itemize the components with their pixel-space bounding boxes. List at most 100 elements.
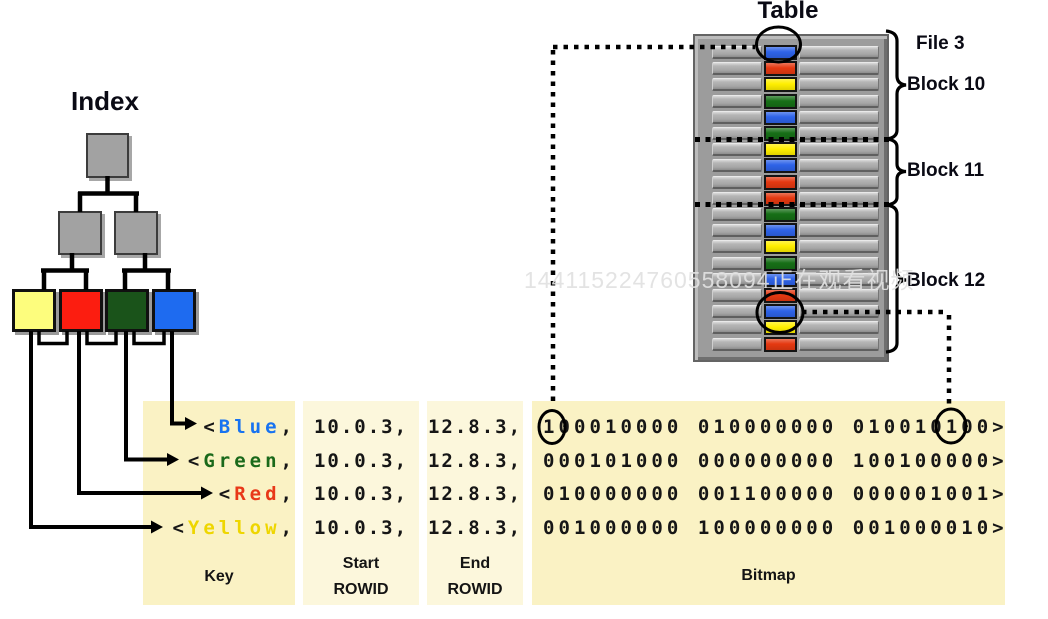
row-color-cell-yellow bbox=[764, 142, 797, 158]
row-left-segment bbox=[712, 127, 762, 140]
row-color-cell-green bbox=[764, 93, 797, 109]
row-color-cell-red bbox=[764, 61, 797, 77]
table-title: Table bbox=[757, 0, 819, 24]
bitmap-cell: 100010000 010000000 010010100> bbox=[543, 416, 1008, 438]
row-left-segment bbox=[712, 110, 762, 124]
row-color-cell-yellow bbox=[764, 77, 797, 93]
row-left-segment bbox=[712, 78, 762, 92]
row-color-cell-yellow bbox=[764, 239, 797, 255]
start-rowid-header-line1: Start bbox=[342, 555, 380, 572]
table-row bbox=[712, 142, 879, 158]
row-color-cell-green bbox=[764, 207, 797, 222]
row-left-segment bbox=[712, 337, 762, 351]
end-rowid-cell: 12.8.3, bbox=[427, 416, 523, 438]
key-cell-blue: <Blue, bbox=[140, 416, 296, 438]
video-watermark: 144115224760558094正在观看视频 bbox=[524, 267, 915, 293]
end-rowid-header-line1: End bbox=[459, 555, 491, 572]
start-rowid-header-line2: ROWID bbox=[333, 581, 389, 598]
file-label: File 3 bbox=[916, 33, 965, 54]
start-rowid-cell: 10.0.3, bbox=[313, 416, 409, 438]
row-color-cell-blue bbox=[764, 45, 797, 60]
table-row bbox=[712, 304, 879, 320]
index-branch-node-right bbox=[114, 211, 158, 255]
row-left-segment bbox=[712, 305, 762, 319]
row-right-segment bbox=[799, 46, 879, 59]
start-rowid-cell: 10.0.3, bbox=[313, 516, 409, 539]
key-prefix: < bbox=[203, 416, 219, 438]
table-row bbox=[712, 158, 879, 174]
row-left-segment bbox=[712, 191, 762, 205]
row-left-segment bbox=[712, 62, 762, 76]
brace-block-11 bbox=[885, 137, 907, 207]
row-right-segment bbox=[799, 78, 879, 92]
row-color-cell-red bbox=[764, 190, 797, 206]
row-color-cell-blue bbox=[764, 158, 797, 174]
start-rowid-column-panel bbox=[303, 401, 419, 605]
row-right-segment bbox=[799, 224, 879, 238]
row-color-cell-yellow bbox=[764, 320, 797, 336]
row-color-cell-green bbox=[764, 126, 797, 141]
row-right-segment bbox=[799, 208, 879, 221]
end-rowid-cell: 12.8.3, bbox=[427, 516, 523, 539]
row-right-segment bbox=[799, 62, 879, 76]
bitmap-column-panel bbox=[532, 401, 1005, 605]
row-right-segment bbox=[799, 191, 879, 205]
index-leaf-green bbox=[105, 289, 150, 332]
bitmap-cell: 000101000 000000000 100100000> bbox=[543, 449, 1008, 472]
table-row bbox=[712, 207, 879, 222]
key-prefix: < bbox=[172, 516, 188, 539]
table-row bbox=[712, 239, 879, 255]
row-right-segment bbox=[799, 127, 879, 140]
block-12-label: Block 12 bbox=[907, 270, 986, 291]
row-color-cell-red bbox=[764, 336, 797, 352]
table-row bbox=[712, 174, 879, 190]
row-left-segment bbox=[712, 175, 762, 189]
key-word: Red bbox=[234, 483, 281, 505]
row-left-segment bbox=[712, 321, 762, 335]
key-suffix: , bbox=[280, 483, 296, 505]
end-rowid-cell: 12.8.3, bbox=[427, 483, 523, 505]
index-title: Index bbox=[71, 86, 139, 116]
row-right-segment bbox=[799, 240, 879, 254]
row-right-segment bbox=[799, 143, 879, 157]
table-row bbox=[712, 190, 879, 206]
table-row bbox=[712, 320, 879, 336]
index-branch-node-left bbox=[58, 211, 102, 255]
row-left-segment bbox=[712, 224, 762, 238]
bitmap-cell: 001000000 100000000 001000010> bbox=[543, 516, 1008, 539]
start-rowid-cell: 10.0.3, bbox=[313, 483, 409, 505]
key-cell-red: <Red, bbox=[140, 483, 296, 505]
key-cell-yellow: <Yellow, bbox=[140, 517, 296, 539]
key-prefix: < bbox=[187, 449, 204, 472]
key-suffix: , bbox=[280, 416, 296, 438]
key-column-header: Key bbox=[204, 568, 234, 585]
index-leaf-red bbox=[58, 289, 103, 332]
index-leaf-blue bbox=[152, 289, 197, 332]
table-box bbox=[693, 34, 889, 362]
brace-block-10 bbox=[885, 29, 907, 141]
row-left-segment bbox=[712, 240, 762, 254]
table-row bbox=[712, 77, 879, 93]
leaf-sibling-links bbox=[37, 331, 166, 346]
row-right-segment bbox=[799, 305, 879, 319]
index-root-node bbox=[86, 133, 129, 178]
table-row bbox=[712, 45, 879, 60]
key-suffix: , bbox=[280, 516, 296, 539]
key-cell-green: <Green, bbox=[140, 450, 296, 472]
end-rowid-column-panel bbox=[427, 401, 523, 605]
row-left-segment bbox=[712, 159, 762, 173]
key-prefix: < bbox=[218, 483, 235, 505]
row-color-cell-blue bbox=[764, 223, 797, 239]
table-row bbox=[712, 336, 879, 352]
block-10-label: Block 10 bbox=[907, 74, 986, 95]
key-word: Green bbox=[203, 449, 281, 472]
key-word: Blue bbox=[218, 416, 281, 438]
end-rowid-cell: 12.8.3, bbox=[427, 449, 523, 472]
row-color-cell-blue bbox=[764, 109, 797, 125]
row-left-segment bbox=[712, 143, 762, 157]
row-right-segment bbox=[799, 110, 879, 124]
key-suffix: , bbox=[280, 449, 296, 472]
block-11-label: Block 11 bbox=[907, 160, 985, 181]
row-right-segment bbox=[799, 321, 879, 335]
